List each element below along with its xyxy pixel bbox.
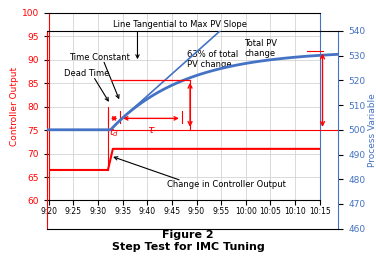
Text: Dead Time: Dead Time: [63, 91, 108, 100]
Text: Line Tangential to Max PV Slope: Line Tangential to Max PV Slope: [116, 39, 250, 48]
Text: $\tau$: $\tau$: [153, 150, 161, 160]
Text: Change in Controller Output: Change in Controller Output: [174, 207, 293, 216]
Text: Figure 2
Step Test for IMC Tuning: Figure 2 Step Test for IMC Tuning: [112, 230, 264, 252]
Text: Time Constant: Time Constant: [68, 73, 129, 82]
Text: $t_d$: $t_d$: [112, 150, 122, 163]
Y-axis label: Process Variable: Process Variable: [368, 93, 376, 167]
Y-axis label: Controller Output: Controller Output: [10, 90, 19, 169]
Text: 63% of total
PV change: 63% of total PV change: [196, 71, 247, 90]
Text: Total PV
change: Total PV change: [258, 58, 291, 77]
